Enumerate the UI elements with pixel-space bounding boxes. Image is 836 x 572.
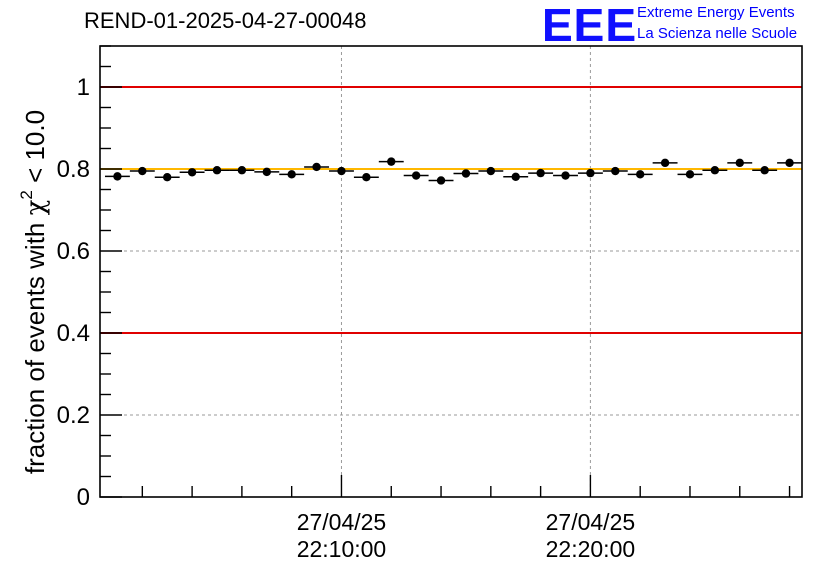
data-point-marker: [163, 173, 172, 182]
data-point: [727, 158, 753, 168]
data-point-marker: [387, 157, 396, 166]
y-axis-label-suffix: < 10.0: [20, 110, 50, 190]
y-axis-label-chi: χ: [21, 199, 51, 215]
data-point: [503, 172, 529, 181]
data-point: [154, 173, 180, 182]
data-point: [104, 172, 130, 181]
data-point: [478, 166, 504, 176]
axes: 00.20.40.60.8127/04/2522:10:0027/04/2522…: [57, 45, 791, 562]
x-tick-label-time: 22:20:00: [546, 536, 636, 562]
data-point-marker: [461, 169, 471, 178]
y-axis-label-superscript: 2: [17, 190, 36, 199]
y-tick-label: 1: [77, 74, 90, 101]
eee-logo-mark: EEE: [542, 0, 638, 51]
data-point-marker: [362, 173, 371, 182]
x-tick-label-time: 22:10:00: [297, 536, 387, 562]
data-point: [204, 166, 230, 175]
data-point-marker: [337, 166, 346, 176]
data-point: [752, 166, 778, 175]
data-point: [179, 168, 205, 177]
data-point-marker: [237, 166, 247, 175]
data-point: [553, 171, 578, 180]
data-point: [627, 170, 653, 179]
data-point-marker: [486, 166, 496, 176]
data-point-marker: [685, 170, 695, 179]
grid-layer: [100, 46, 802, 497]
data-point: [677, 170, 703, 179]
data-point: [602, 166, 628, 176]
data-points: [104, 157, 802, 185]
data-point-marker: [138, 166, 147, 176]
data-point: [353, 173, 379, 182]
data-point: [528, 168, 554, 178]
data-point-marker: [312, 162, 321, 172]
logo-text-line2: La Scienza nelle Scuole: [637, 25, 798, 42]
logo-text-line1: Extreme Energy Events: [637, 4, 795, 21]
data-point: [304, 162, 330, 172]
data-point: [129, 166, 155, 176]
y-tick-label: 0.8: [57, 156, 90, 183]
data-point-marker: [411, 171, 421, 180]
data-point-marker: [262, 167, 271, 177]
data-point: [577, 168, 603, 178]
data-point-marker: [635, 170, 645, 179]
data-point: [279, 170, 305, 179]
data-point-marker: [785, 158, 794, 168]
run-title: REND-01-2025-04-27-00048: [84, 8, 367, 33]
data-point-marker: [436, 176, 446, 185]
data-point-marker: [760, 166, 769, 175]
y-axis-label-prefix: fraction of events with: [20, 215, 50, 474]
data-point-marker: [660, 158, 670, 168]
x-tick-label-date: 27/04/25: [297, 509, 387, 535]
data-point-marker: [611, 166, 620, 176]
plot-frame: [99, 45, 803, 498]
y-tick-label: 0.2: [57, 402, 90, 429]
data-point-marker: [113, 172, 122, 181]
y-tick-label: 0: [77, 484, 90, 511]
data-point: [702, 166, 728, 175]
data-point-marker: [586, 168, 595, 178]
x-tick-label-date: 27/04/25: [546, 509, 636, 535]
data-point-marker: [735, 158, 744, 168]
data-point-marker: [511, 172, 520, 181]
data-point-marker: [536, 168, 545, 178]
data-point: [428, 176, 454, 185]
y-axis-label: fraction of events with χ2 < 10.0: [17, 110, 51, 474]
y-tick-label: 0.6: [57, 238, 90, 265]
data-point: [329, 166, 354, 176]
data-point-marker: [187, 168, 197, 177]
data-point: [229, 166, 255, 175]
threshold-lines: [100, 86, 802, 334]
data-point: [254, 167, 280, 177]
data-point: [453, 169, 479, 178]
svg-text:fraction of events with χ2 < 1: fraction of events with χ2 < 10.0: [17, 110, 51, 474]
data-point-marker: [561, 171, 570, 180]
data-point: [403, 171, 429, 180]
data-point: [777, 158, 802, 168]
data-point: [378, 157, 404, 166]
data-point-marker: [287, 170, 296, 179]
data-point: [652, 158, 678, 168]
y-tick-label: 0.4: [57, 320, 90, 347]
data-point-marker: [212, 166, 222, 175]
data-point-marker: [710, 166, 720, 175]
